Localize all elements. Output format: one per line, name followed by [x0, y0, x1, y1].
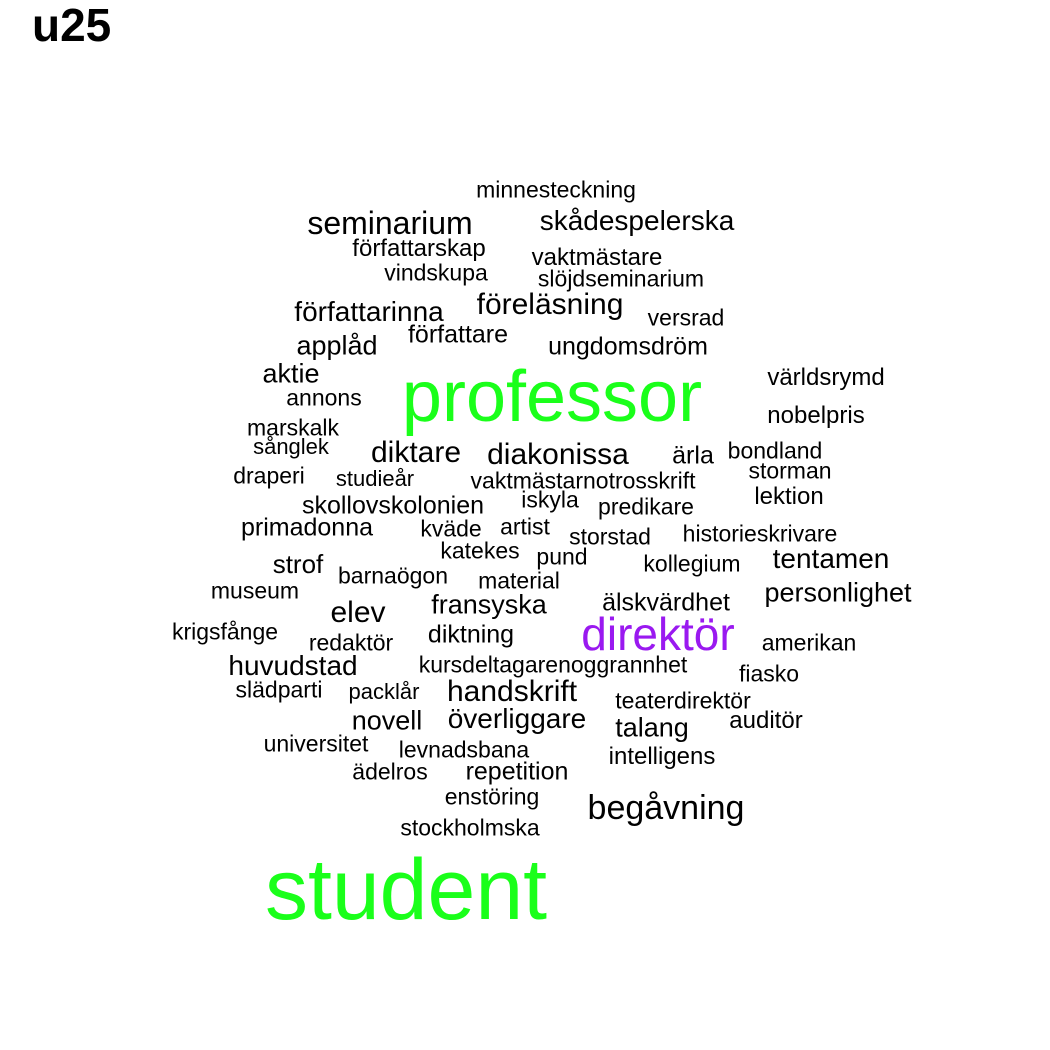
word-amerikan: amerikan — [761, 629, 857, 656]
word-diakonissa: diakonissa — [487, 438, 629, 471]
word-sladparti: slädparti — [235, 676, 323, 703]
word-studiear: studieår — [335, 466, 415, 491]
word-talang: talang — [615, 712, 689, 743]
word-skollovskolonien: skollovskolonien — [301, 491, 485, 520]
word-krigsfange: krigsfånge — [171, 618, 279, 645]
word-varldsrymd: världsrymd — [767, 364, 885, 391]
word-lektion: lektion — [754, 483, 824, 510]
word-pund: pund — [536, 543, 588, 570]
word-fransyska: fransyska — [431, 589, 547, 620]
page-title: u25 — [32, 0, 112, 51]
word-katekes: katekes — [440, 537, 520, 564]
word-student: student — [264, 842, 548, 938]
word-overliggare: överliggare — [447, 703, 587, 734]
word-seminarium: seminarium — [307, 205, 473, 241]
word-vindskupa: vindskupa — [384, 259, 488, 286]
word-marskalk: marskalk — [246, 414, 340, 441]
word-teaterdirektor: teaterdirektör — [615, 687, 751, 714]
word-ungdomsdrom: ungdomsdröm — [548, 332, 708, 361]
word-forfattarskap: författarskap — [352, 235, 486, 262]
word-huvudstad: huvudstad — [228, 650, 358, 681]
word-applad: applåd — [296, 330, 378, 361]
word-levnadsbana: levnadsbana — [398, 736, 530, 763]
word-iskyla: iskyla — [521, 486, 579, 513]
word-tentamen: tentamen — [772, 543, 890, 574]
word-alskvardhet: älskvärdhet — [602, 588, 730, 617]
word-kvade: kväde — [420, 515, 482, 542]
word-stockholmska: stockholmska — [400, 814, 540, 841]
word-fiasko: fiasko — [738, 660, 800, 687]
word-repetition: repetition — [465, 757, 569, 786]
word-professor: professor — [401, 357, 703, 437]
word-diktare: diktare — [370, 436, 462, 469]
word-vaktmastare: vaktmästare — [531, 244, 663, 271]
word-annons: annons — [286, 384, 362, 411]
word-arla: ärla — [672, 441, 714, 470]
word-universitet: universitet — [263, 730, 369, 757]
word-aktie: aktie — [262, 358, 320, 389]
word-historieskrivare: historieskrivare — [682, 520, 838, 547]
word-slojdseminarium: slöjdseminarium — [537, 265, 705, 292]
word-forfattarinna: författarinna — [294, 296, 444, 327]
word-versrad: versrad — [647, 304, 725, 331]
word-sanglek: sånglek — [253, 434, 329, 459]
word-primadonna: primadonna — [240, 513, 374, 542]
word-predikare: predikare — [598, 493, 694, 520]
word-enstoring: enstöring — [444, 783, 540, 810]
word-museum: museum — [210, 577, 300, 604]
word-begavning: begåvning — [587, 789, 745, 827]
word-direktor: direktör — [581, 608, 735, 660]
word-barnaogon: barnaögon — [338, 562, 448, 589]
word-kursdeltagarenoggrannhet: kursdeltagarenoggrannhet — [418, 651, 688, 678]
word-strof: strof — [272, 549, 324, 579]
word-auditor: auditör — [729, 707, 803, 734]
word-intelligens: intelligens — [608, 743, 716, 770]
word-packlar: packlår — [348, 679, 420, 704]
word-artist: artist — [500, 513, 550, 540]
word-storman: storman — [748, 457, 832, 484]
word-skadespelerska: skådespelerska — [539, 205, 735, 236]
word-forelasning: föreläsning — [476, 288, 624, 321]
word-adelros: ädelros — [352, 758, 428, 785]
word-draperi: draperi — [233, 462, 305, 489]
word-diktning: diktning — [427, 620, 515, 649]
word-kollegium: kollegium — [643, 550, 741, 577]
word-storstad: storstad — [569, 523, 651, 550]
word-nobelpris: nobelpris — [767, 402, 865, 429]
word-personlighet: personlighet — [764, 577, 912, 608]
word-material: material — [478, 567, 560, 594]
word-handskrift: handskrift — [446, 675, 578, 708]
word-forfattare: författare — [407, 320, 509, 349]
word-novell: novell — [351, 705, 423, 736]
word-vaktmastarnotrosskrift: vaktmästarnotrosskrift — [470, 467, 696, 494]
word-bondland: bondland — [727, 437, 823, 464]
word-minnesteckning: minnesteckning — [476, 176, 636, 203]
word-elev: elev — [330, 596, 386, 629]
word-redaktor: redaktör — [308, 629, 394, 656]
